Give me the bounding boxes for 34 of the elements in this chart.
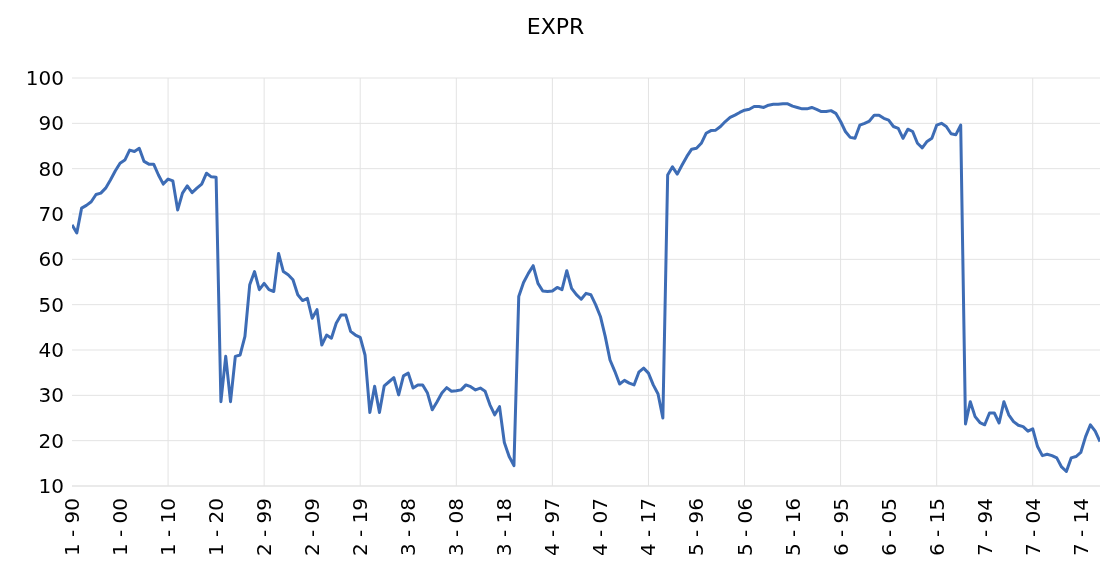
x-tick-label: 4 - 97 — [540, 498, 565, 557]
x-tick-label: 1 - 20 — [204, 498, 229, 557]
y-tick-label: 70 — [38, 202, 64, 227]
x-tick-label: 5 - 96 — [684, 498, 709, 557]
line-series — [72, 102, 1100, 473]
x-tick-label: 2 - 09 — [300, 498, 325, 557]
y-tick-label: 30 — [38, 383, 64, 408]
x-tick-label: 1 - 10 — [156, 498, 181, 557]
x-tick-label: 2 - 99 — [252, 498, 277, 557]
x-tick-label: 1 - 90 — [60, 498, 84, 557]
y-tick-label: 80 — [38, 156, 64, 181]
chart-title: EXPR — [525, 14, 586, 39]
x-tick-label: 3 - 18 — [492, 498, 517, 557]
x-tick-label: 6 - 15 — [924, 498, 949, 557]
y-tick-label: 50 — [38, 292, 64, 317]
x-tick-label: 4 - 07 — [588, 498, 613, 557]
x-tick-label: 4 - 17 — [636, 498, 661, 557]
y-tick-label: 60 — [38, 247, 64, 272]
x-tick-label: 1 - 00 — [108, 498, 133, 557]
x-tick-label: 3 - 08 — [444, 498, 469, 557]
y-tick-label: 20 — [38, 428, 64, 453]
x-tick-label: 5 - 16 — [780, 498, 805, 557]
x-tick-label: 7 - 04 — [1020, 498, 1045, 557]
y-tick-label: 40 — [38, 338, 64, 363]
y-tick-label: 100 — [25, 66, 64, 91]
y-tick-label: 10 — [38, 474, 64, 499]
x-tick-label: 6 - 95 — [828, 498, 853, 557]
x-tick-label: 3 - 98 — [396, 498, 421, 557]
x-tick-label: 6 - 05 — [876, 498, 901, 557]
x-tick-label: 2 - 19 — [348, 498, 373, 557]
x-tick-label: 7 - 14 — [1068, 498, 1093, 557]
y-tick-label: 90 — [38, 111, 64, 136]
x-tick-label: 7 - 94 — [972, 498, 997, 557]
x-tick-label: 5 - 06 — [732, 498, 757, 557]
